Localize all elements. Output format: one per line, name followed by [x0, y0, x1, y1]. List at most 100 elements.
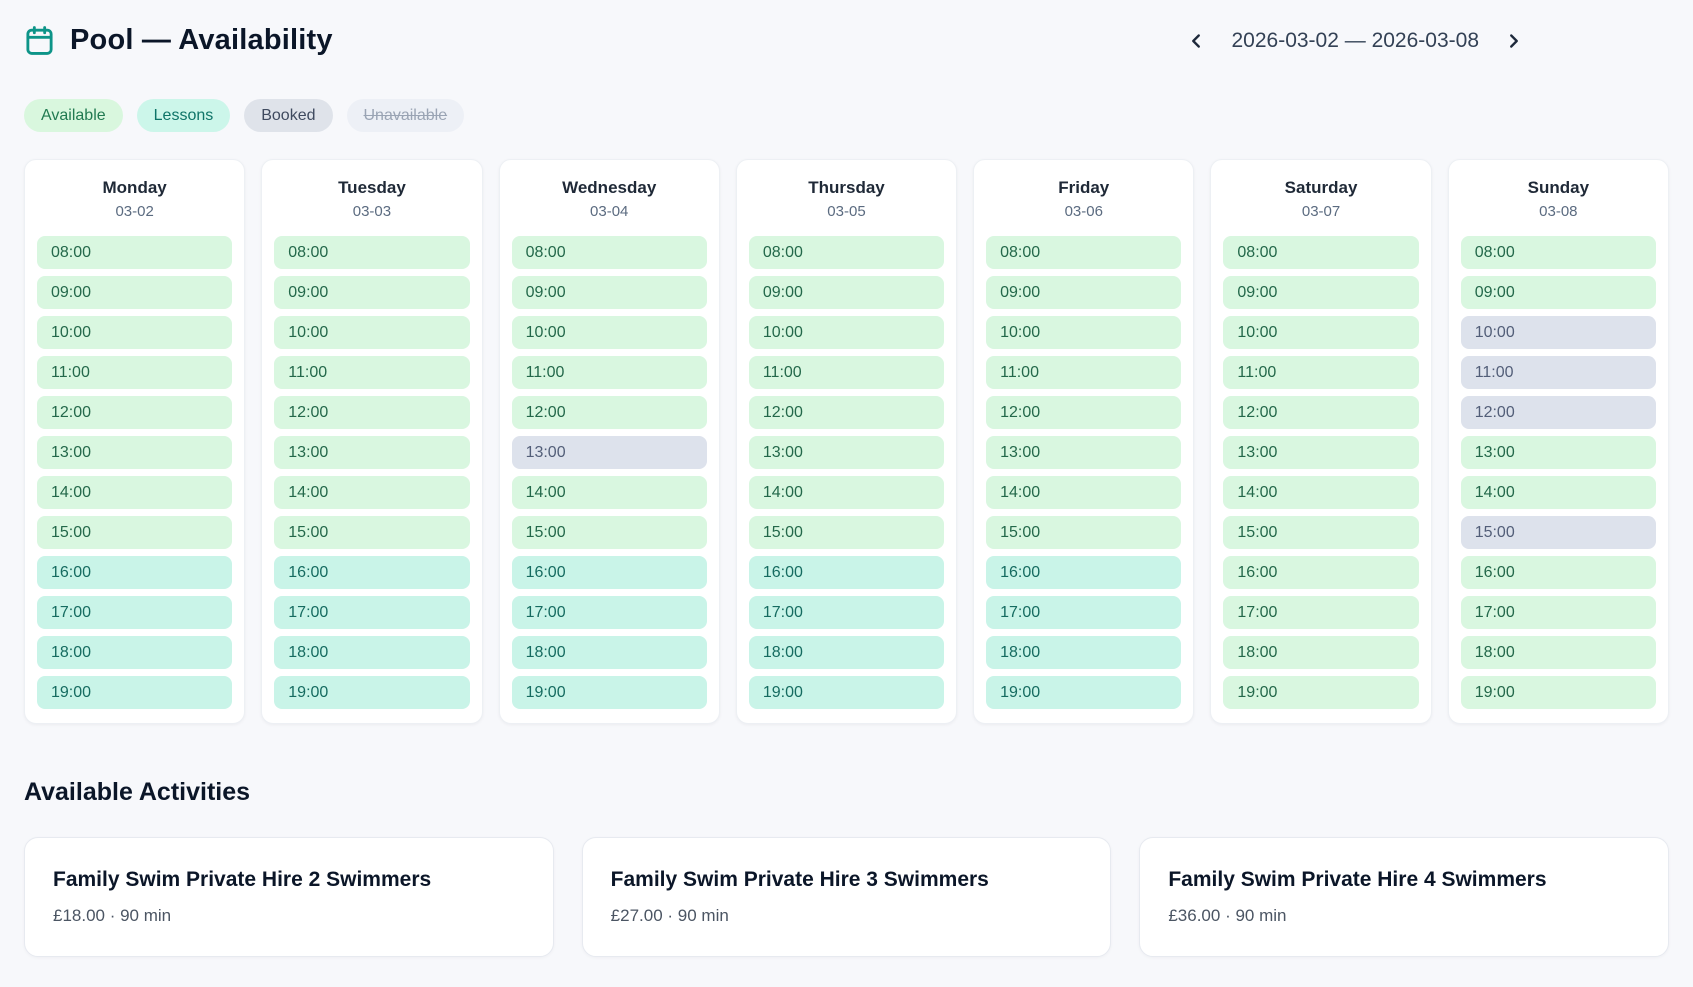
slot-saturday-1000[interactable]: 10:00 [1223, 316, 1419, 350]
slot-sunday-1900[interactable]: 19:00 [1460, 676, 1656, 710]
slot-friday-1100[interactable]: 11:00 [986, 356, 1182, 390]
slot-tuesday-1700[interactable]: 17:00 [274, 596, 470, 630]
slot-saturday-1200[interactable]: 12:00 [1223, 396, 1419, 430]
day-name: Thursday [808, 178, 885, 198]
slot-thursday-1300[interactable]: 13:00 [748, 436, 945, 470]
slot-tuesday-1900[interactable]: 19:00 [274, 676, 470, 710]
slot-wednesday-0800[interactable]: 08:00 [511, 236, 707, 270]
slot-monday-0900[interactable]: 09:00 [37, 276, 233, 310]
slot-friday-0900[interactable]: 09:00 [986, 276, 1182, 310]
slot-thursday-1100[interactable]: 11:00 [748, 356, 945, 390]
slot-tuesday-1800[interactable]: 18:00 [274, 636, 470, 670]
slot-tuesday-1500[interactable]: 15:00 [274, 516, 470, 550]
slot-saturday-1800[interactable]: 18:00 [1223, 636, 1419, 670]
slot-tuesday-1400[interactable]: 14:00 [274, 476, 470, 510]
slot-wednesday-1800[interactable]: 18:00 [511, 636, 707, 670]
slot-monday-1700[interactable]: 17:00 [37, 596, 233, 630]
slot-sunday-1400[interactable]: 14:00 [1460, 476, 1656, 510]
day-header-tuesday: Tuesday 03-03 [274, 174, 469, 236]
slot-friday-1700[interactable]: 17:00 [986, 596, 1182, 630]
slot-monday-1600[interactable]: 16:00 [37, 556, 233, 590]
title-wrap: Pool — Availability [24, 24, 333, 57]
slot-friday-1500[interactable]: 15:00 [986, 516, 1182, 550]
next-week-button[interactable] [1499, 26, 1529, 56]
slot-thursday-1200[interactable]: 12:00 [748, 396, 945, 430]
slot-monday-1100[interactable]: 11:00 [37, 356, 233, 390]
slot-sunday-1100: 11:00 [1460, 356, 1656, 390]
legend-chip-available: Available [24, 99, 123, 133]
slot-thursday-1400[interactable]: 14:00 [748, 476, 945, 510]
slot-monday-0800[interactable]: 08:00 [37, 236, 233, 270]
day-column-friday: Friday 03-06 08:00 09:00 10:00 11:00 12:00 13:0… [973, 159, 1195, 725]
slot-monday-1000[interactable]: 10:00 [37, 316, 233, 350]
activity-title: Family Swim Private Hire 3 Swimmers [610, 868, 989, 892]
slot-friday-1600[interactable]: 16:00 [986, 556, 1182, 590]
slot-thursday-1500[interactable]: 15:00 [748, 516, 945, 550]
activity-card-2[interactable]: Family Swim Private Hire 3 Swimmers £27.0… [581, 837, 1112, 958]
activity-card-1[interactable]: Family Swim Private Hire 2 Swimmers £18.0… [24, 837, 554, 958]
slot-saturday-1600[interactable]: 16:00 [1223, 556, 1419, 590]
slot-list-monday: 08:00 09:00 10:00 11:00 12:00 13:00 14:00 15:00… [37, 236, 233, 710]
slot-monday-1200[interactable]: 12:00 [37, 396, 233, 430]
slot-wednesday-1500[interactable]: 15:00 [511, 516, 707, 550]
slot-wednesday-1600[interactable]: 16:00 [511, 556, 707, 590]
slot-thursday-1600[interactable]: 16:00 [748, 556, 945, 590]
slot-friday-1800[interactable]: 18:00 [986, 636, 1182, 670]
slot-saturday-1300[interactable]: 13:00 [1223, 436, 1419, 470]
slot-list-saturday: 08:00 09:00 10:00 11:00 12:00 13:00 14:00 15:00… [1223, 236, 1419, 710]
slot-thursday-1800[interactable]: 18:00 [748, 636, 945, 670]
slot-tuesday-0800[interactable]: 08:00 [274, 236, 470, 270]
day-date: 03-04 [590, 203, 629, 221]
activity-card-3[interactable]: Family Swim Private Hire 4 Swimmers £36.0… [1139, 837, 1670, 958]
slot-saturday-0800[interactable]: 08:00 [1223, 236, 1419, 270]
slot-thursday-1700[interactable]: 17:00 [748, 596, 945, 630]
slot-sunday-1700[interactable]: 17:00 [1460, 596, 1656, 630]
slot-saturday-1500[interactable]: 15:00 [1223, 516, 1419, 550]
slot-friday-0800[interactable]: 08:00 [986, 236, 1182, 270]
slot-sunday-1800[interactable]: 18:00 [1460, 636, 1656, 670]
slot-thursday-0800[interactable]: 08:00 [748, 236, 945, 270]
slot-sunday-0900[interactable]: 09:00 [1460, 276, 1656, 310]
activities-list: Family Swim Private Hire 2 Swimmers £18.0… [24, 837, 1670, 958]
slot-wednesday-1400[interactable]: 14:00 [511, 476, 707, 510]
slot-wednesday-1200[interactable]: 12:00 [511, 396, 707, 430]
slot-saturday-1100[interactable]: 11:00 [1223, 356, 1419, 390]
slot-saturday-1400[interactable]: 14:00 [1223, 476, 1419, 510]
slot-wednesday-0900[interactable]: 09:00 [511, 276, 707, 310]
slot-sunday-1600[interactable]: 16:00 [1460, 556, 1656, 590]
slot-friday-1400[interactable]: 14:00 [986, 476, 1182, 510]
slot-saturday-1900[interactable]: 19:00 [1223, 676, 1419, 710]
slot-friday-1900[interactable]: 19:00 [986, 676, 1182, 710]
slot-tuesday-1200[interactable]: 12:00 [274, 396, 470, 430]
day-date: 03-06 [1064, 203, 1103, 221]
slot-wednesday-1100[interactable]: 11:00 [511, 356, 707, 390]
slot-sunday-0800[interactable]: 08:00 [1460, 236, 1656, 270]
slot-thursday-1000[interactable]: 10:00 [748, 316, 945, 350]
slot-wednesday-1700[interactable]: 17:00 [511, 596, 707, 630]
day-name: Saturday [1284, 178, 1358, 198]
slot-wednesday-1900[interactable]: 19:00 [511, 676, 707, 710]
slot-monday-1500[interactable]: 15:00 [37, 516, 233, 550]
slot-monday-1300[interactable]: 13:00 [37, 436, 233, 470]
slot-wednesday-1000[interactable]: 10:00 [511, 316, 707, 350]
slot-friday-1000[interactable]: 10:00 [986, 316, 1182, 350]
slot-tuesday-1100[interactable]: 11:00 [274, 356, 470, 390]
calendar-grid: Monday 03-02 08:00 09:00 10:00 11:00 12:00 13:0… [24, 159, 1669, 725]
slot-monday-1400[interactable]: 14:00 [37, 476, 233, 510]
prev-week-button[interactable] [1181, 26, 1211, 56]
slot-tuesday-0900[interactable]: 09:00 [274, 276, 470, 310]
slot-monday-1900[interactable]: 19:00 [37, 676, 233, 710]
slot-tuesday-1300[interactable]: 13:00 [274, 436, 470, 470]
slot-saturday-1700[interactable]: 17:00 [1223, 596, 1419, 630]
slot-saturday-0900[interactable]: 09:00 [1223, 276, 1419, 310]
day-header-thursday: Thursday 03-05 [749, 174, 944, 236]
slot-thursday-0900[interactable]: 09:00 [748, 276, 945, 310]
chevron-right-icon [1503, 30, 1525, 52]
slot-tuesday-1000[interactable]: 10:00 [274, 316, 470, 350]
slot-monday-1800[interactable]: 18:00 [37, 636, 233, 670]
slot-sunday-1300[interactable]: 13:00 [1460, 436, 1656, 470]
slot-thursday-1900[interactable]: 19:00 [748, 676, 945, 710]
slot-friday-1200[interactable]: 12:00 [986, 396, 1182, 430]
slot-tuesday-1600[interactable]: 16:00 [274, 556, 470, 590]
slot-friday-1300[interactable]: 13:00 [986, 436, 1182, 470]
